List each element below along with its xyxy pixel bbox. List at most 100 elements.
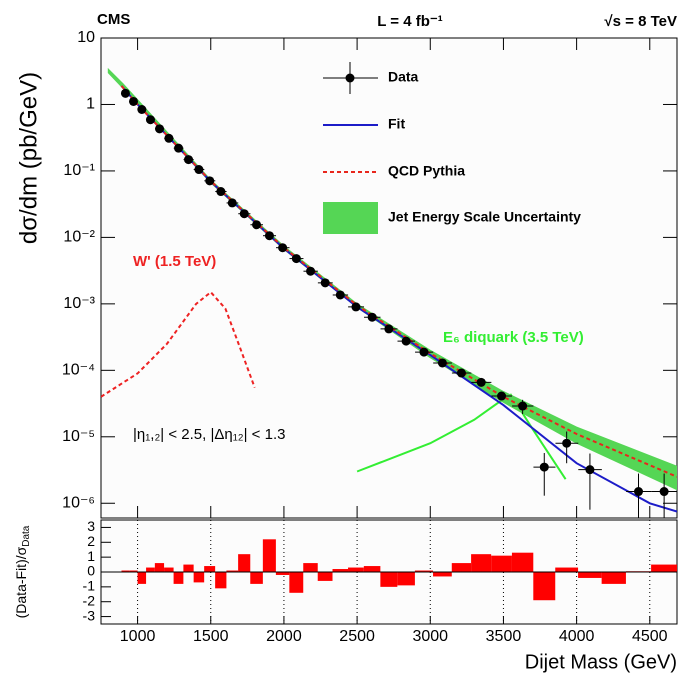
pull-axis-title-sub: Data — [21, 525, 32, 547]
data-point — [205, 176, 215, 186]
pull-bar — [129, 570, 138, 572]
data-point — [291, 254, 301, 264]
data-point — [252, 220, 262, 230]
pull-bar — [226, 570, 239, 572]
data-point — [437, 358, 447, 368]
pull-bar — [601, 572, 626, 584]
pull-bar — [511, 552, 534, 572]
pull-bar — [555, 567, 579, 572]
signal-label: E₆ diquark (3.5 TeV) — [443, 329, 584, 346]
y-tick-label: 2 — [87, 533, 95, 549]
y-tick-label: 10⁻⁶ — [62, 494, 95, 511]
pull-bar — [275, 572, 290, 575]
data-point — [227, 198, 237, 208]
pull-bar — [121, 570, 130, 572]
data-point — [216, 187, 226, 197]
legend-label: Jet Energy Scale Uncertainty — [388, 209, 581, 225]
pull-bar — [348, 567, 364, 572]
upper-plot — [101, 67, 677, 518]
data-point — [659, 487, 669, 497]
data-point — [145, 115, 155, 125]
data-point — [128, 96, 138, 106]
data-point — [384, 324, 394, 334]
pull-bar — [578, 572, 602, 578]
data-point — [497, 391, 507, 401]
data-point — [278, 243, 288, 253]
pull-bar — [137, 572, 147, 584]
signal-curve — [101, 290, 256, 398]
pull-bar — [397, 572, 415, 586]
data-point — [164, 133, 174, 143]
y-tick-label: -1 — [83, 578, 96, 594]
pull-axis-title: (Data-Fit)/σData — [13, 525, 32, 618]
legend-label: QCD Pythia — [388, 163, 465, 179]
data-point — [456, 368, 466, 378]
pull-bar — [651, 564, 677, 572]
y-axis-title: dσ/dm (pb/GeV) — [15, 72, 42, 244]
data-point — [419, 347, 429, 357]
legend-label: Fit — [388, 116, 405, 132]
pull-bar — [471, 554, 492, 572]
x-tick-label: 4500 — [632, 628, 668, 645]
pull-bar — [451, 563, 472, 572]
pull-bar — [193, 572, 205, 583]
data-point — [174, 143, 184, 153]
y-tick-label: 1 — [86, 96, 95, 113]
data-point — [194, 165, 204, 175]
data-point — [562, 438, 572, 448]
pull-bar — [491, 555, 512, 572]
data-point — [401, 336, 411, 346]
luminosity: L = 4 fb⁻¹ — [377, 13, 443, 30]
data-point — [155, 124, 165, 134]
pull-bar — [289, 572, 304, 593]
y-tick-label: 10⁻¹ — [63, 162, 95, 179]
legend-symbol — [345, 73, 355, 83]
pull-bar — [164, 567, 174, 572]
y-tick-label: 10⁻⁴ — [62, 362, 95, 379]
x-tick-label: 3500 — [486, 628, 522, 645]
x-tick-label: 1000 — [120, 628, 156, 645]
pull-bar — [146, 567, 155, 572]
y-tick-label: 3 — [87, 518, 95, 534]
pull-bar — [363, 566, 381, 572]
y-tick-label: 1 — [87, 548, 95, 564]
x-tick-label: 1500 — [193, 628, 229, 645]
x-tick-label: 2500 — [339, 628, 375, 645]
data-point — [239, 209, 249, 219]
pull-bar — [533, 572, 556, 601]
pull-bar — [215, 572, 227, 589]
data-point — [518, 401, 528, 411]
pull-bar — [183, 564, 194, 572]
pull-axis-title-main: (Data-Fit)/σ — [13, 546, 29, 618]
data-point — [264, 231, 274, 241]
x-axis-title: Dijet Mass (GeV) — [525, 651, 677, 673]
data-point — [539, 462, 549, 472]
y-tick-label: 0 — [87, 563, 95, 579]
energy: √s = 8 TeV — [604, 13, 677, 30]
y-tick-label: -3 — [83, 607, 96, 623]
pull-bar — [238, 554, 251, 572]
pull-bar — [303, 563, 318, 572]
data-point — [367, 312, 377, 322]
data-point — [320, 278, 330, 288]
data-point — [476, 377, 486, 387]
pull-bar — [433, 572, 452, 577]
y-tick-label: 10⁻² — [63, 229, 95, 246]
pull-bar — [250, 572, 263, 584]
experiment: CMS — [97, 11, 130, 28]
x-tick-label: 4000 — [559, 628, 595, 645]
data-point — [137, 104, 147, 114]
pull-bar — [204, 566, 216, 572]
y-tick-label: 10 — [77, 29, 95, 46]
legend-symbol — [323, 202, 378, 234]
data-point — [306, 266, 316, 276]
cut-annotation: |η₁,₂| < 2.5, |Δη₁₂| < 1.3 — [133, 426, 285, 443]
pull-bar — [380, 572, 398, 587]
data-point — [184, 155, 194, 165]
legend-label: Data — [388, 69, 419, 85]
pull-bar — [332, 569, 349, 572]
y-tick-label: 10⁻³ — [63, 295, 95, 312]
data-point — [585, 465, 595, 475]
y-tick-label: 10⁻⁵ — [62, 428, 95, 445]
